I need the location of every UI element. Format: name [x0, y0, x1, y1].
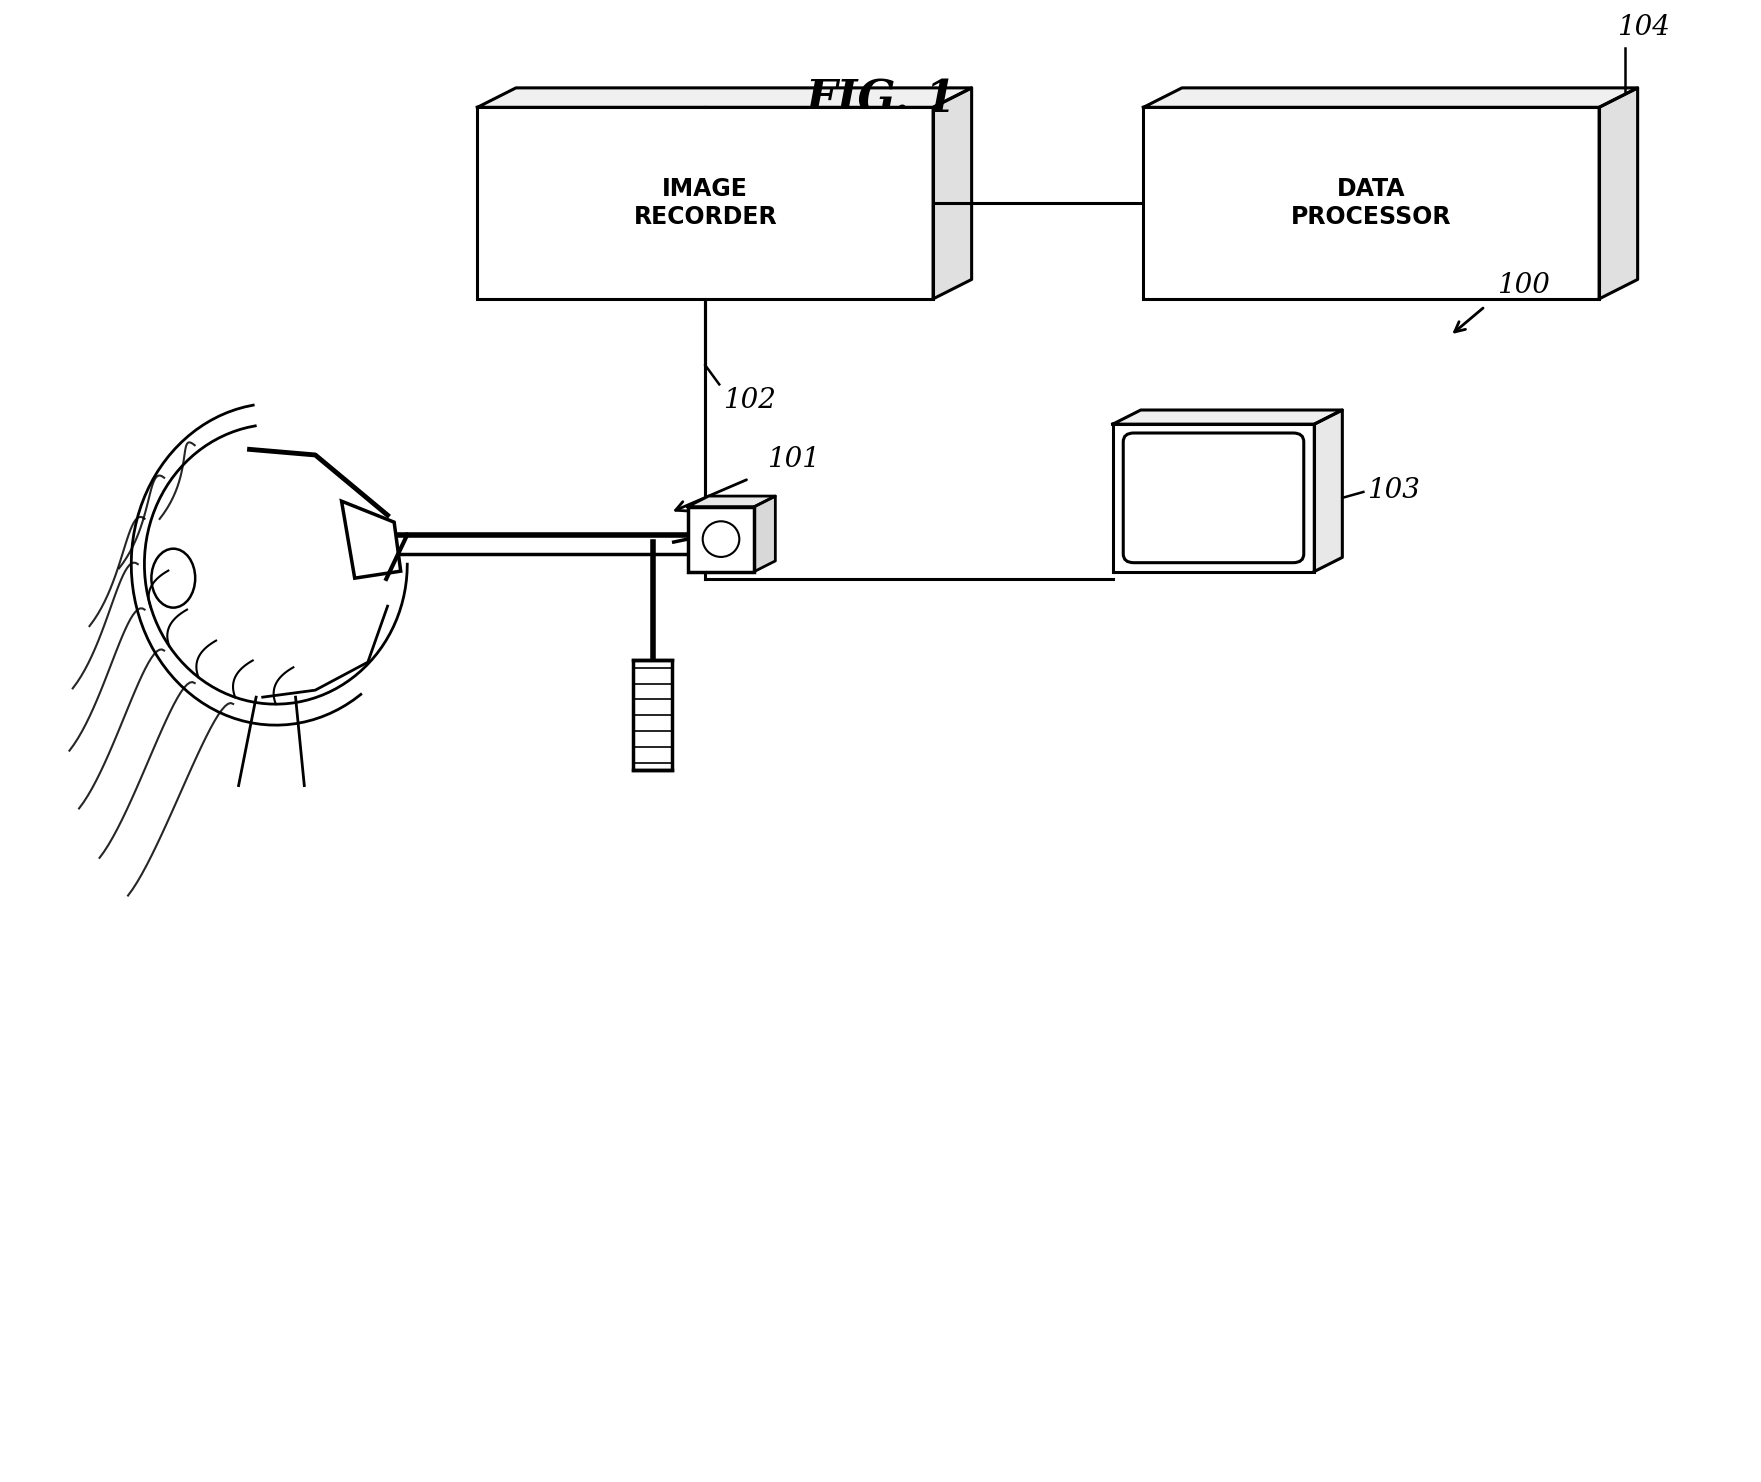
Polygon shape [342, 501, 402, 578]
Bar [477, 107, 933, 299]
Bar [1143, 107, 1599, 299]
Polygon shape [1599, 87, 1638, 299]
Text: 101: 101 [766, 446, 819, 473]
Polygon shape [1143, 87, 1638, 107]
Text: FIG. 1: FIG. 1 [805, 79, 956, 122]
Polygon shape [1314, 411, 1342, 572]
Polygon shape [1113, 411, 1342, 424]
FancyBboxPatch shape [634, 659, 673, 771]
Text: 102: 102 [722, 387, 775, 415]
Ellipse shape [151, 548, 195, 608]
Polygon shape [689, 496, 775, 507]
Bar [1113, 424, 1314, 572]
Bar [689, 507, 754, 572]
Text: 104: 104 [1617, 13, 1669, 41]
Polygon shape [933, 87, 972, 299]
Text: DATA
PROCESSOR: DATA PROCESSOR [1291, 178, 1451, 230]
FancyBboxPatch shape [1124, 433, 1303, 563]
Text: IMAGE
RECORDER: IMAGE RECORDER [634, 178, 777, 230]
Text: 103: 103 [1367, 477, 1419, 504]
Polygon shape [754, 496, 775, 572]
Polygon shape [477, 87, 972, 107]
Text: 100: 100 [1497, 271, 1550, 299]
